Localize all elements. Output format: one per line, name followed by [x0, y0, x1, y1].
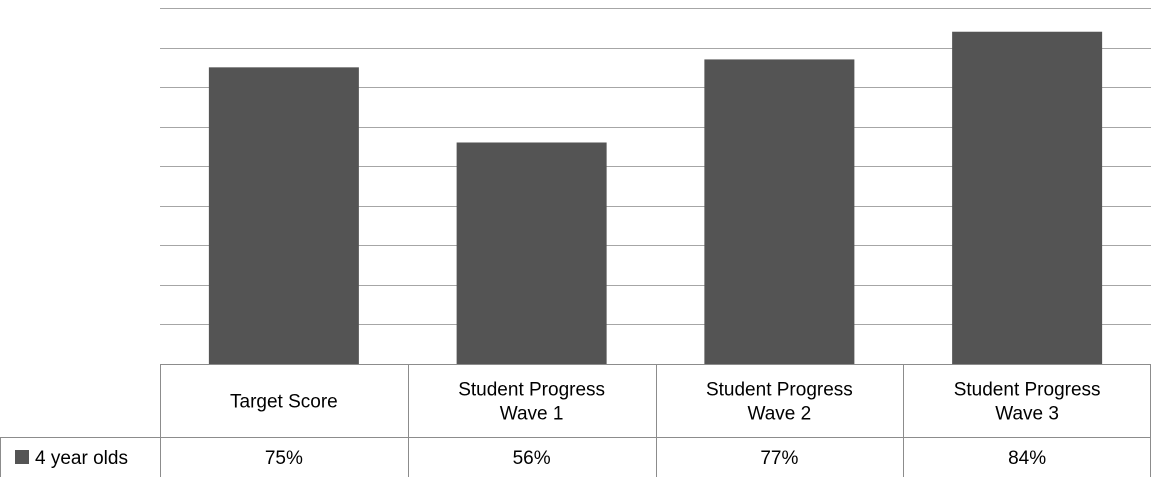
data-value: 84% [1008, 448, 1046, 469]
bar [704, 59, 855, 365]
category-label: Wave 1 [500, 404, 564, 425]
category-label: Student Progress [706, 380, 853, 401]
series-name: 4 year olds [35, 448, 128, 469]
data-value: 56% [513, 448, 551, 469]
bar [952, 31, 1103, 364]
category-label: Student Progress [954, 380, 1101, 401]
category-label: Wave 2 [748, 404, 812, 425]
bar [208, 67, 359, 364]
category-label: Target Score [230, 392, 338, 413]
data-value: 75% [265, 448, 303, 469]
category-label: Student Progress [458, 380, 605, 401]
bar [456, 142, 607, 364]
legend-key [15, 450, 29, 464]
data-table: Target Score Student Progress Wave 1 Studen… [0, 364, 1151, 477]
data-value: 77% [760, 448, 798, 469]
bars [208, 31, 1103, 365]
category-label: Wave 3 [995, 404, 1059, 425]
